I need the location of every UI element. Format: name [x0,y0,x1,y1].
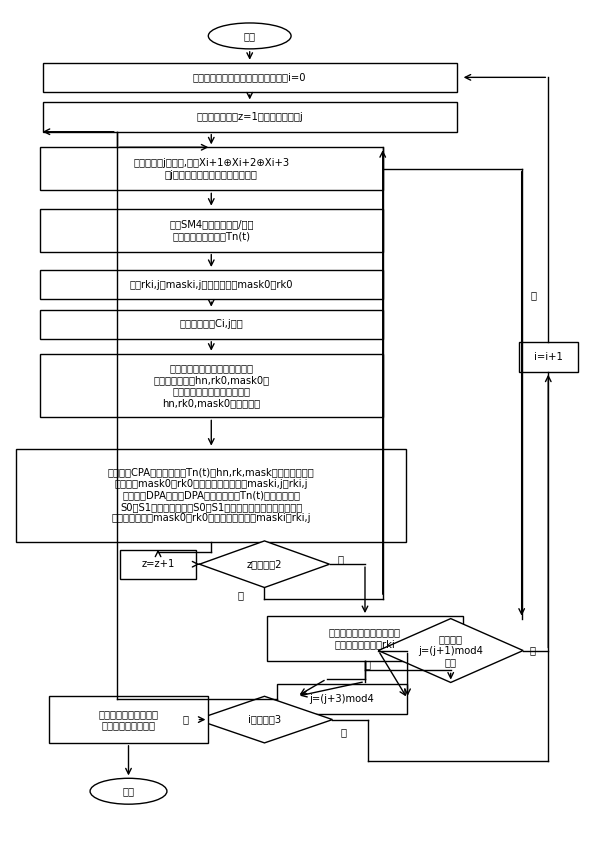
Text: 是: 是 [340,727,346,738]
FancyBboxPatch shape [277,684,407,714]
Text: 否: 否 [183,714,189,725]
FancyBboxPatch shape [40,209,383,252]
Text: 否: 否 [365,659,371,669]
Text: 是否选择
j=(j+1)mod4
攻击: 是否选择 j=(j+1)mod4 攻击 [418,634,483,667]
FancyBboxPatch shape [267,616,463,661]
Text: 如果攻击时选择汉明重量模型，
计算的汉明重量hn,rk0,mask0；
如果选择汉明距离模型，计算
hn,rk0,mask0的汉明距离: 如果攻击时选择汉明重量模型， 计算的汉明重量hn,rk0,mask0； 如果选择… [153,363,269,408]
Text: 采集SM4密码设备上加/解密
时的能量曲线表示为Tn(t): 采集SM4密码设备上加/解密 时的能量曲线表示为Tn(t) [169,219,254,241]
FancyBboxPatch shape [49,696,208,743]
Text: 根据两次攻击的攻击结果，
得完整的轮子密钥rki: 根据两次攻击的攻击结果， 得完整的轮子密钥rki [329,628,401,650]
Text: 初始化攻击次数z=1，首次攻击字节j: 初始化攻击次数z=1，首次攻击字节j [197,112,303,122]
Text: 结束: 结束 [122,786,134,796]
Text: j=(j+3)mod4: j=(j+3)mod4 [309,694,374,704]
Ellipse shape [90,779,167,805]
FancyBboxPatch shape [43,62,457,92]
FancyBboxPatch shape [119,550,197,578]
Polygon shape [197,696,333,743]
FancyBboxPatch shape [40,147,383,191]
Polygon shape [378,618,523,682]
Ellipse shape [208,23,291,48]
Text: 开始: 开始 [244,31,255,41]
Text: 否: 否 [238,590,244,600]
FancyBboxPatch shape [16,449,406,542]
FancyBboxPatch shape [40,270,383,299]
Text: 是: 是 [530,290,536,300]
FancyBboxPatch shape [43,102,457,132]
Text: 是: 是 [529,645,535,656]
FancyBboxPatch shape [40,309,383,339]
Polygon shape [200,541,330,587]
Text: i=i+1: i=i+1 [534,352,563,362]
Text: 选择攻击第j个字节,其中Xi+1⊕Xi+2⊕Xi+3
第j个字节为随机数，其它为固定数: 选择攻击第j个字节,其中Xi+1⊕Xi+2⊕Xi+3 第j个字节为随机数，其它为… [133,158,289,179]
Text: 选择攻击的轮数，加解密的第一轮，i=0: 选择攻击的轮数，加解密的第一轮，i=0 [193,73,307,82]
Text: 根据密钥扩展算法逆运
算，计算出原始密钥: 根据密钥扩展算法逆运 算，计算出原始密钥 [99,708,159,730]
Text: 是: 是 [337,554,343,564]
Text: 计算中间数据Ci,j的值: 计算中间数据Ci,j的值 [179,320,243,329]
FancyBboxPatch shape [40,353,383,417]
FancyBboxPatch shape [519,342,578,372]
Text: i是否小于3: i是否小于3 [248,714,281,725]
Text: 如果选择CPA计算的相关性Tn(t)和hn,rk,mask，相关系数最大
值对应的mask0和rk0，即为变攻击的实际maski,j和rki,j
如果选择DPA: 如果选择CPA计算的相关性Tn(t)和hn,rk,mask，相关系数最大 值对应… [108,467,315,523]
Text: z是否等于2: z是否等于2 [247,559,282,569]
Text: z=z+1: z=z+1 [141,559,175,569]
Text: 确定rki,j和maski,j的所有可能值mask0和rk0: 确定rki,j和maski,j的所有可能值mask0和rk0 [129,280,293,289]
